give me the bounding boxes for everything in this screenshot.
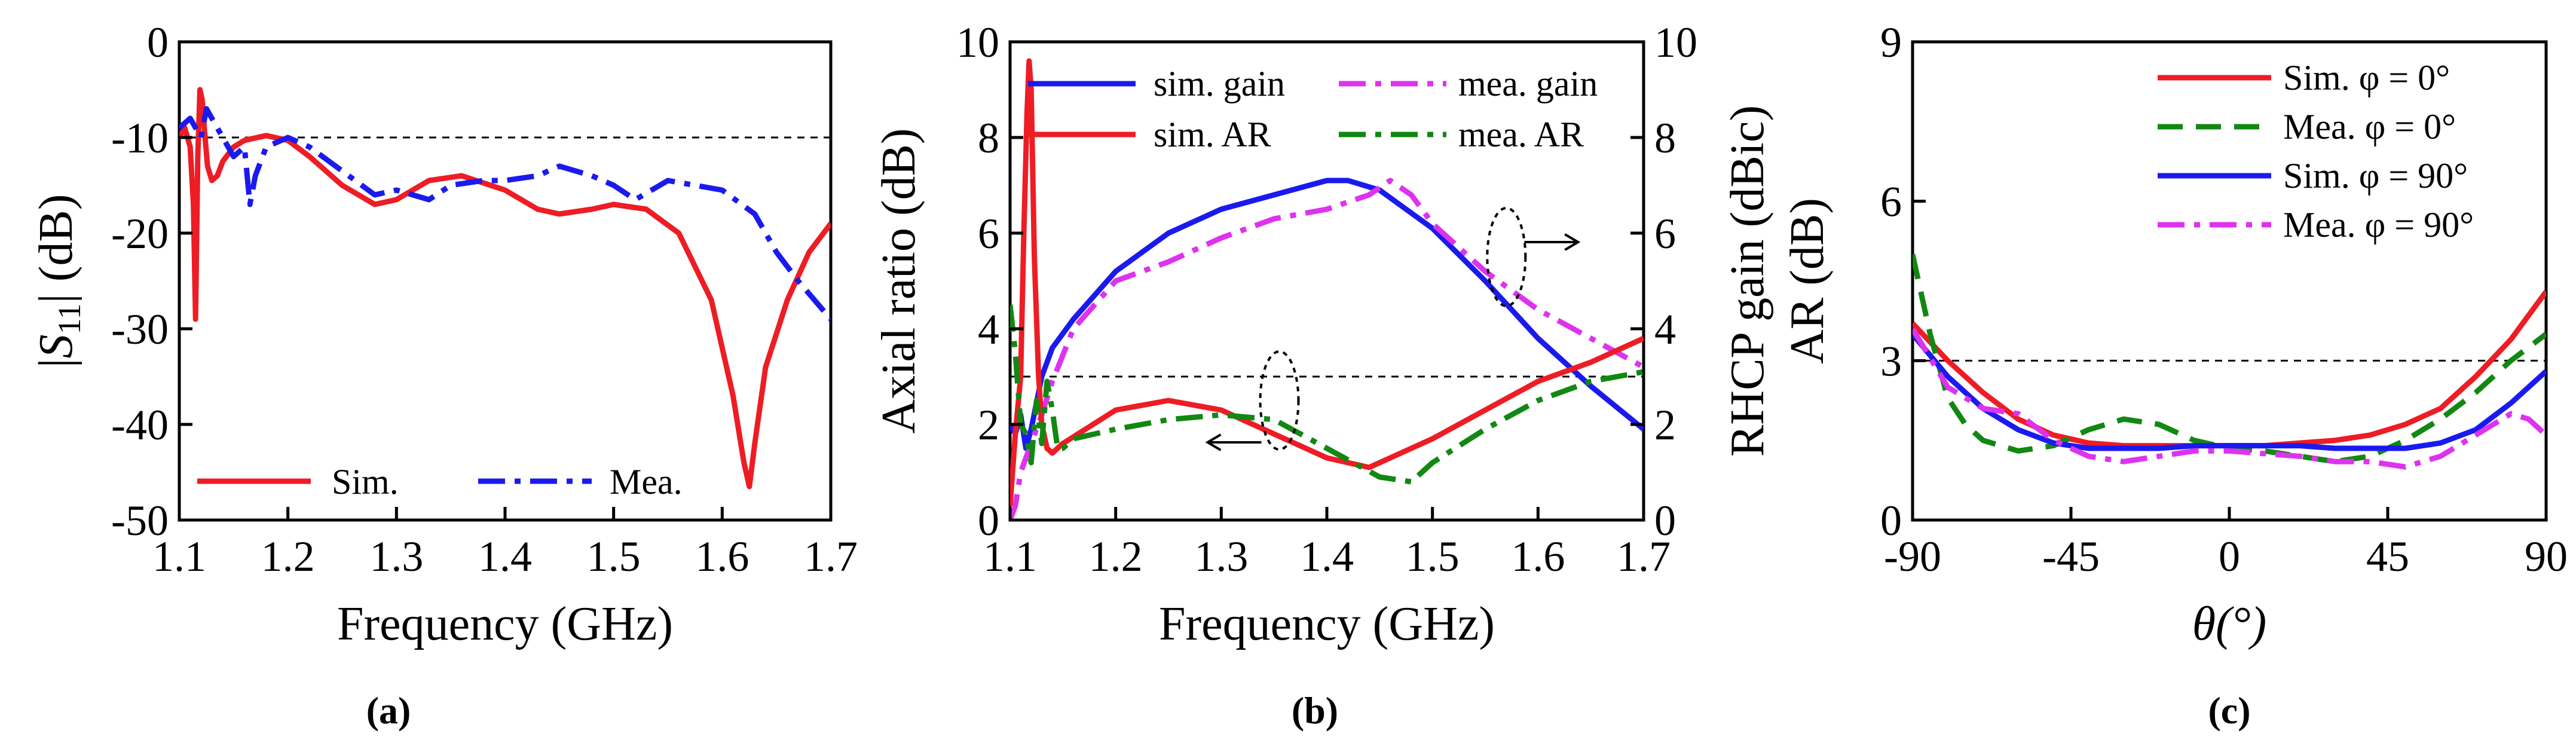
right-y-tick-label: 10 (1654, 19, 1697, 66)
y-tick-label: -20 (111, 210, 169, 258)
x-tick-label: 90 (2525, 533, 2568, 580)
panel-a-s11-chart: 1.1 1.2 1.3 1.4 1.5 1.6 1.7 0 -10 -20 -30 -40 -50 Fr… (30, 19, 858, 732)
x-tick-label: 1.5 (1406, 533, 1460, 580)
legend-label-sim-ar: sim. AR (1154, 115, 1271, 154)
y-tick-label: 6 (978, 210, 999, 258)
series-line-mea-90 (1913, 327, 2546, 470)
panel-c-ticks: -90 -45 0 45 90 0 3 6 9 (1880, 19, 2568, 580)
panel-c-legend: Sim. φ = 0° Mea. φ = 0° Sim. φ = 90° Mea… (2158, 58, 2474, 244)
legend-label-mea-phi0: Mea. φ = 0° (2283, 107, 2456, 146)
y-tick-label: 8 (978, 114, 999, 162)
panel-a-y-axis-label: |S11| (dB) (30, 194, 87, 368)
x-tick-label: 1.6 (695, 533, 749, 580)
panel-b-marks (1010, 58, 1644, 520)
legend-label-sim-phi0: Sim. φ = 0° (2283, 58, 2450, 97)
x-tick-label: 1.6 (1511, 533, 1565, 580)
legend-label-sim: Sim. (332, 462, 399, 502)
x-tick-label: 0 (2219, 533, 2240, 580)
x-tick-label: 1.3 (369, 533, 423, 580)
series-line-mea-0 (1913, 253, 2546, 464)
legend-label-mea: Mea. (610, 462, 683, 502)
x-tick-label: -90 (1884, 533, 1941, 580)
y-tick-label: 0 (147, 19, 169, 66)
panel-b-right-y-axis-label: RHCP gain (dBic) (1721, 105, 1774, 457)
y-tick-label: 10 (956, 19, 999, 66)
y-tick-label: 6 (1880, 178, 1902, 226)
svg-text:|S11| (dB): |S11| (dB) (30, 194, 87, 368)
series-line-mea-gain (1010, 178, 1644, 520)
legend-label-mea-ar: mea. AR (1458, 115, 1584, 154)
right-y-tick-label: 6 (1654, 210, 1676, 258)
y-tick-label: -30 (111, 305, 169, 353)
annotation-ellipse (1259, 350, 1300, 451)
legend-label-sim-gain: sim. gain (1154, 64, 1285, 103)
y-tick-label: 4 (978, 305, 999, 353)
panel-c-ar-angle-chart: -90 -45 0 45 90 0 3 6 9 θ(°) AR (dB) Sim. φ = 0°… (1781, 19, 2568, 732)
y-tick-label: 2 (978, 401, 999, 449)
x-tick-label: 1.3 (1194, 533, 1248, 580)
y-tick-label: 9 (1880, 19, 1902, 66)
x-tick-label: 1.1 (152, 533, 206, 580)
x-tick-label: 45 (2366, 533, 2409, 580)
panel-a-ticks: 1.1 1.2 1.3 1.4 1.5 1.6 1.7 0 -10 -20 -30 -40 -50 (111, 19, 858, 580)
legend-label-mea-phi90: Mea. φ = 90° (2283, 205, 2474, 244)
y-tick-label: 0 (1880, 497, 1902, 545)
right-y-tick-label: 2 (1654, 401, 1676, 449)
panel-a-legend: Sim. Mea. (197, 462, 683, 502)
annotation-ellipse (1486, 207, 1527, 307)
panel-b-x-axis-label: Frequency (GHz) (1159, 598, 1495, 650)
y-tick-label: -50 (111, 497, 169, 545)
y-tick-label: 0 (978, 497, 999, 545)
y-tick-label: 3 (1880, 337, 1902, 385)
x-tick-label: 1.1 (983, 533, 1037, 580)
annotation-arrowhead (1564, 233, 1581, 251)
right-y-tick-label: 4 (1654, 305, 1676, 353)
x-tick-label: -45 (2042, 533, 2100, 580)
legend-label-mea-gain: mea. gain (1458, 64, 1598, 103)
panel-a-caption: (a) (366, 689, 411, 732)
series-line-sim (179, 87, 831, 490)
panel-c-x-axis-label: θ(°) (2192, 598, 2267, 650)
right-y-tick-label: 0 (1654, 497, 1676, 545)
annotation-arrowhead (1205, 433, 1222, 451)
panel-b-left-y-axis-label: Axial ratio (dB) (873, 129, 925, 434)
panel-c-y-axis-label: AR (dB) (1781, 198, 1834, 364)
series-line-sim-ar (1010, 58, 1644, 506)
x-tick-label: 1.2 (1089, 533, 1143, 580)
panel-c-marks (1913, 253, 2546, 470)
x-tick-label: 1.4 (478, 533, 532, 580)
x-tick-label: 1.7 (1617, 533, 1671, 580)
x-tick-label: 1.4 (1300, 533, 1354, 580)
y-tick-label: -10 (111, 114, 169, 162)
panel-c-caption: (c) (2208, 689, 2250, 732)
panel-a-plot-frame (178, 40, 833, 522)
x-tick-label: 1.5 (587, 533, 641, 580)
legend-label-sim-phi90: Sim. φ = 90° (2283, 156, 2468, 195)
right-y-tick-label: 8 (1654, 114, 1676, 162)
x-tick-label: 1.2 (261, 533, 315, 580)
y-tick-label: -40 (111, 401, 169, 449)
panel-a-marks (179, 87, 831, 490)
panel-b-caption: (b) (1292, 689, 1338, 732)
panel-b-legend: sim. gain mea. gain sim. AR mea. AR (1028, 64, 1598, 154)
series-line-mea-ar (1010, 304, 1644, 485)
series-line-mea (179, 106, 831, 321)
series-line-sim-90 (1913, 332, 2546, 451)
x-tick-label: 1.7 (804, 533, 858, 580)
panel-a-x-axis-label: Frequency (GHz) (337, 598, 673, 650)
